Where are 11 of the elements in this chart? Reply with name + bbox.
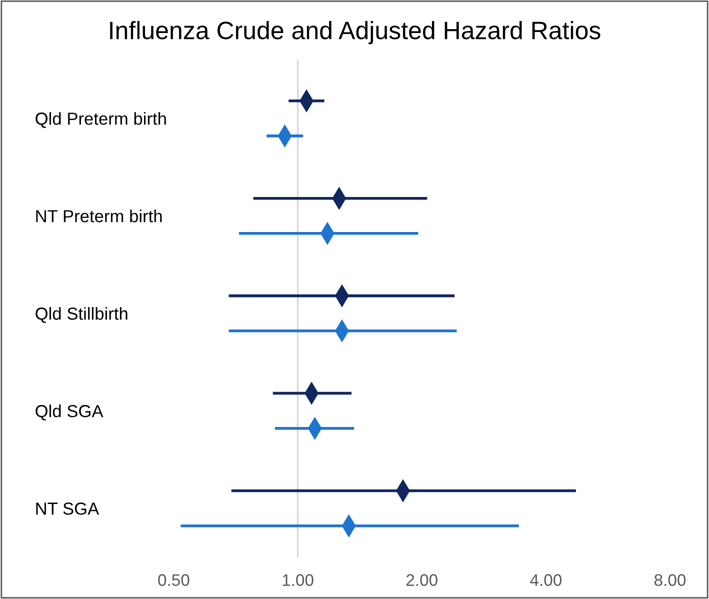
y-tick-label: Qld Preterm birth (36, 112, 166, 128)
chart-title: Influenza Crude and Adjusted Hazard Ratios (110, 20, 600, 44)
y-tick-label: Qld Stillbirth (36, 307, 128, 323)
x-tick-label: 4.00 (530, 574, 562, 586)
x-tick-label: 8.00 (654, 574, 686, 586)
x-tick-label: 2.00 (406, 574, 438, 586)
y-tick-label: Qld SGA (36, 404, 104, 420)
y-tick-label: NT SGA (36, 502, 100, 515)
y-tick-label: NT Preterm birth (36, 210, 162, 222)
x-tick-label: 1.00 (282, 574, 314, 586)
x-tick-label: 0.50 (158, 574, 190, 586)
